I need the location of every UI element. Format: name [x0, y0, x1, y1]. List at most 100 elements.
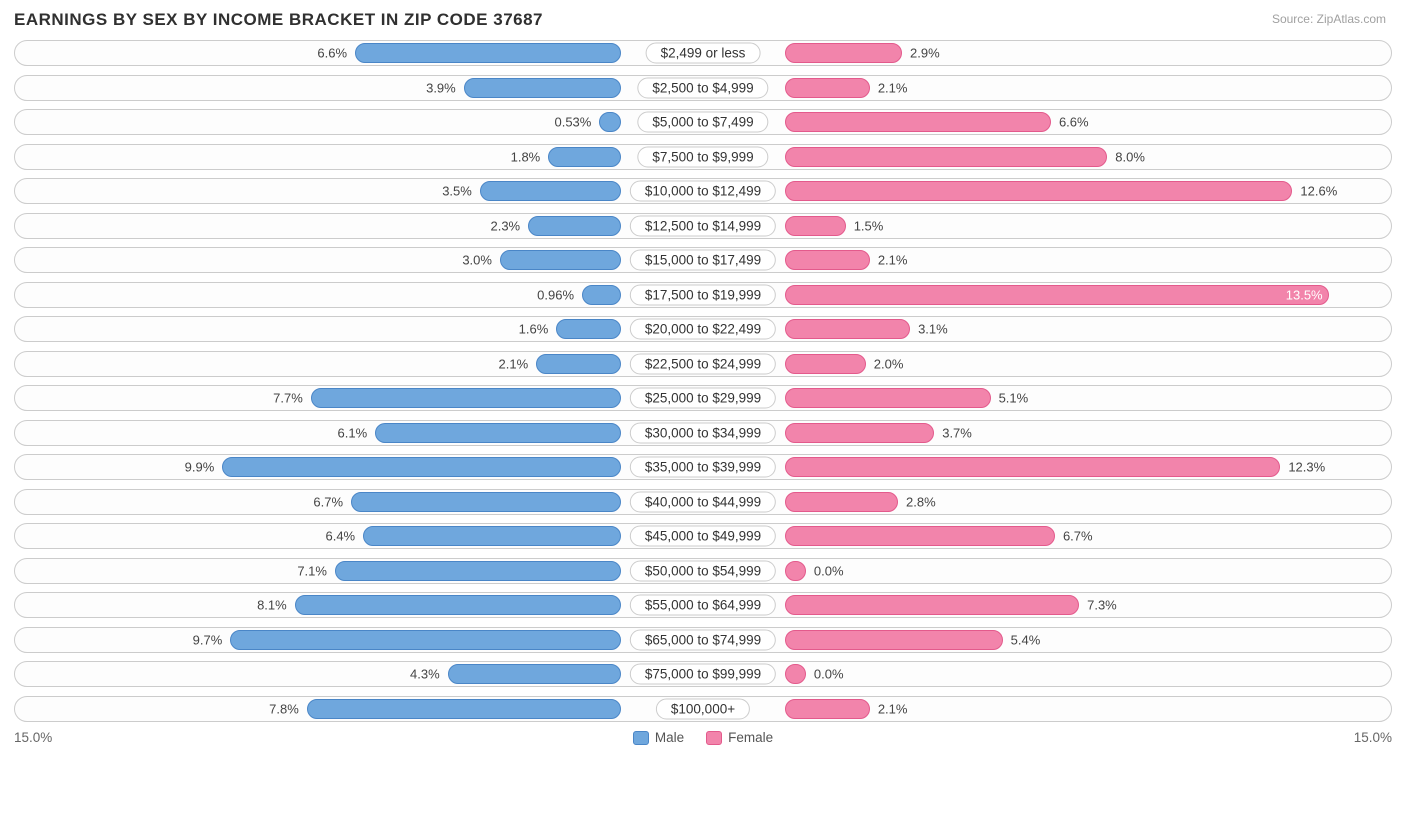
female-bar	[785, 630, 1002, 650]
bar-row: 3.0%2.1%$15,000 to $17,499	[14, 247, 1392, 273]
female-value-label: 6.7%	[1063, 529, 1093, 544]
male-bar	[295, 595, 621, 615]
female-bar	[785, 664, 806, 684]
female-bar	[785, 112, 1051, 132]
female-bar	[785, 699, 870, 719]
legend-female: Female	[706, 730, 773, 745]
bar-row: 3.9%2.1%$2,500 to $4,999	[14, 75, 1392, 101]
female-value-label: 8.0%	[1115, 149, 1145, 164]
male-bar	[222, 457, 620, 477]
male-bar	[528, 216, 621, 236]
female-bar	[785, 319, 910, 339]
category-label: $2,499 or less	[646, 43, 761, 64]
bar-row: 1.8% 8.0% $7,500 to $9,999	[14, 144, 1392, 170]
female-bar	[785, 354, 865, 374]
male-value-label: 7.1%	[297, 563, 327, 578]
category-label: $7,500 to $9,999	[637, 146, 768, 167]
male-value-label: 2.1%	[499, 356, 529, 371]
female-value-label: 5.4%	[1011, 632, 1041, 647]
male-bar	[582, 285, 621, 305]
female-value-label: 0.0%	[814, 563, 844, 578]
category-label: $30,000 to $34,999	[630, 422, 776, 443]
bar-row: 0.53%6.6%$5,000 to $7,499	[14, 109, 1392, 135]
male-bar	[599, 112, 620, 132]
category-label: $75,000 to $99,999	[630, 664, 776, 685]
male-value-label: 3.5%	[442, 184, 472, 199]
bar-row: 2.1%2.0%$22,500 to $24,999	[14, 351, 1392, 377]
bar-row: 6.7%2.8%$40,000 to $44,999	[14, 489, 1392, 515]
chart-title: EARNINGS BY SEX BY INCOME BRACKET IN ZIP…	[14, 10, 1392, 30]
male-bar	[351, 492, 621, 512]
female-value-label: 2.1%	[878, 253, 908, 268]
female-value-label: 12.6%	[1300, 184, 1337, 199]
male-value-label: 0.96%	[537, 287, 574, 302]
bar-row: 7.1% 0.0% $50,000 to $54,999	[14, 558, 1392, 584]
category-label: $22,500 to $24,999	[630, 353, 776, 374]
bar-row: 8.1%7.3%$55,000 to $64,999	[14, 592, 1392, 618]
male-bar	[363, 526, 621, 546]
male-value-label: 7.8%	[269, 701, 299, 716]
female-bar	[785, 43, 902, 63]
female-bar	[785, 216, 845, 236]
bar-row: 6.4%6.7%$45,000 to $49,999	[14, 523, 1392, 549]
female-value-label: 7.3%	[1087, 598, 1117, 613]
bar-row: 3.5% 12.6% $10,000 to $12,499	[14, 178, 1392, 204]
male-value-label: 6.6%	[317, 46, 347, 61]
male-value-label: 1.6%	[519, 322, 549, 337]
male-bar	[500, 250, 621, 270]
axis-right-max: 15.0%	[1354, 730, 1392, 745]
male-value-label: 0.53%	[554, 115, 591, 130]
female-bar	[785, 561, 806, 581]
bar-row: 4.3%0.0%$75,000 to $99,999	[14, 661, 1392, 687]
legend-male-label: Male	[655, 730, 684, 745]
female-value-label: 2.9%	[910, 46, 940, 61]
female-value-label: 0.0%	[814, 667, 844, 682]
female-value-label: 5.1%	[999, 391, 1029, 406]
male-bar	[448, 664, 621, 684]
bar-row: 6.6% 2.9% $2,499 or less	[14, 40, 1392, 66]
female-value-label: 2.8%	[906, 494, 936, 509]
female-bar	[785, 595, 1079, 615]
female-value-label: 1.5%	[854, 218, 884, 233]
swatch-male	[633, 731, 649, 745]
female-bar	[785, 285, 1328, 305]
category-label: $20,000 to $22,499	[630, 319, 776, 340]
category-label: $50,000 to $54,999	[630, 560, 776, 581]
male-value-label: 8.1%	[257, 598, 287, 613]
chart-footer: 15.0% Male Female 15.0%	[14, 730, 1392, 745]
legend-female-label: Female	[728, 730, 773, 745]
category-label: $100,000+	[656, 698, 750, 719]
bar-row: 9.7%5.4%$65,000 to $74,999	[14, 627, 1392, 653]
bar-row: 6.1% 3.7% $30,000 to $34,999	[14, 420, 1392, 446]
legend-male: Male	[633, 730, 684, 745]
female-value-label: 2.1%	[878, 701, 908, 716]
male-value-label: 3.0%	[462, 253, 492, 268]
bar-row: 7.7%5.1%$25,000 to $29,999	[14, 385, 1392, 411]
male-value-label: 2.3%	[490, 218, 520, 233]
male-value-label: 6.1%	[338, 425, 368, 440]
female-bar	[785, 423, 934, 443]
female-value-label: 2.1%	[878, 80, 908, 95]
male-bar	[335, 561, 621, 581]
category-label: $10,000 to $12,499	[630, 181, 776, 202]
category-label: $12,500 to $14,999	[630, 215, 776, 236]
male-bar	[548, 147, 620, 167]
male-value-label: 7.7%	[273, 391, 303, 406]
diverging-bar-chart: 6.6% 2.9% $2,499 or less 3.9%2.1%$2,500 to …	[14, 40, 1392, 722]
female-bar	[785, 492, 898, 512]
axis-left-max: 15.0%	[14, 730, 52, 745]
male-bar	[230, 630, 620, 650]
male-bar	[375, 423, 620, 443]
male-value-label: 1.8%	[511, 149, 541, 164]
female-bar	[785, 457, 1280, 477]
male-bar	[355, 43, 621, 63]
female-bar	[785, 181, 1292, 201]
male-bar	[536, 354, 621, 374]
female-value-label: 6.6%	[1059, 115, 1089, 130]
female-bar	[785, 78, 870, 98]
female-value-label: 3.7%	[942, 425, 972, 440]
swatch-female	[706, 731, 722, 745]
male-bar	[464, 78, 621, 98]
female-bar	[785, 388, 990, 408]
legend: Male Female	[633, 730, 773, 745]
